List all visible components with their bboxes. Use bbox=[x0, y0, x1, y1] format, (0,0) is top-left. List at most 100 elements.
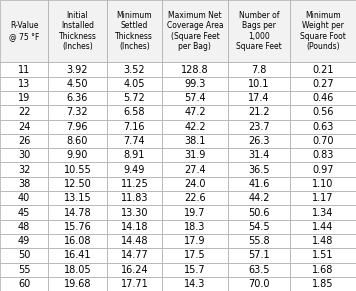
Bar bbox=[290, 177, 356, 191]
Bar bbox=[228, 91, 290, 105]
Bar bbox=[0, 105, 48, 120]
Text: 11.25: 11.25 bbox=[121, 179, 148, 189]
Bar bbox=[162, 120, 228, 134]
Text: 11: 11 bbox=[18, 65, 30, 74]
Bar bbox=[0, 220, 48, 234]
Bar bbox=[48, 105, 107, 120]
Bar bbox=[290, 91, 356, 105]
Text: 9.49: 9.49 bbox=[124, 165, 145, 175]
Bar bbox=[48, 191, 107, 205]
Bar bbox=[162, 191, 228, 205]
Text: 45: 45 bbox=[18, 207, 30, 217]
Text: 44.2: 44.2 bbox=[248, 193, 270, 203]
Bar bbox=[162, 105, 228, 120]
Text: 17.4: 17.4 bbox=[248, 93, 270, 103]
Bar bbox=[162, 277, 228, 291]
Text: 32: 32 bbox=[18, 165, 30, 175]
Text: 15.76: 15.76 bbox=[64, 222, 91, 232]
Bar bbox=[107, 177, 162, 191]
Bar bbox=[0, 277, 48, 291]
Text: 23.7: 23.7 bbox=[248, 122, 270, 132]
Text: 55: 55 bbox=[18, 265, 30, 275]
Text: 63.5: 63.5 bbox=[248, 265, 270, 275]
Bar bbox=[290, 277, 356, 291]
Bar bbox=[0, 148, 48, 162]
Bar bbox=[228, 120, 290, 134]
Text: 4.50: 4.50 bbox=[67, 79, 88, 89]
Text: 47.2: 47.2 bbox=[184, 107, 206, 118]
Text: 16.41: 16.41 bbox=[64, 250, 91, 260]
Bar bbox=[228, 234, 290, 248]
Bar bbox=[228, 248, 290, 262]
Bar bbox=[290, 162, 356, 177]
Bar bbox=[162, 63, 228, 77]
Text: 0.46: 0.46 bbox=[312, 93, 334, 103]
Text: 31.9: 31.9 bbox=[184, 150, 206, 160]
Bar bbox=[162, 77, 228, 91]
Bar bbox=[162, 0, 228, 63]
Text: 1.48: 1.48 bbox=[312, 236, 334, 246]
Text: 10.55: 10.55 bbox=[64, 165, 91, 175]
Bar bbox=[228, 63, 290, 77]
Bar bbox=[162, 91, 228, 105]
Text: 0.97: 0.97 bbox=[312, 165, 334, 175]
Bar bbox=[107, 162, 162, 177]
Bar bbox=[290, 77, 356, 91]
Text: 4.05: 4.05 bbox=[124, 79, 145, 89]
Text: 16.08: 16.08 bbox=[64, 236, 91, 246]
Text: 19.68: 19.68 bbox=[64, 279, 91, 289]
Text: 14.48: 14.48 bbox=[121, 236, 148, 246]
Text: 14.3: 14.3 bbox=[184, 279, 206, 289]
Text: 1.85: 1.85 bbox=[312, 279, 334, 289]
Text: Minimum
Settled
Thickness
(Inches): Minimum Settled Thickness (Inches) bbox=[115, 11, 153, 51]
Bar bbox=[107, 134, 162, 148]
Text: 38: 38 bbox=[18, 179, 30, 189]
Bar bbox=[162, 148, 228, 162]
Bar bbox=[0, 162, 48, 177]
Text: 0.70: 0.70 bbox=[312, 136, 334, 146]
Text: 3.52: 3.52 bbox=[124, 65, 145, 74]
Text: 60: 60 bbox=[18, 279, 30, 289]
Bar bbox=[0, 134, 48, 148]
Bar bbox=[228, 148, 290, 162]
Text: 57.1: 57.1 bbox=[248, 250, 270, 260]
Text: 6.58: 6.58 bbox=[124, 107, 145, 118]
Text: Maximum Net
Coverage Area
(Square Feet
per Bag): Maximum Net Coverage Area (Square Feet p… bbox=[167, 11, 223, 51]
Bar bbox=[107, 205, 162, 220]
Text: 31.4: 31.4 bbox=[248, 150, 270, 160]
Text: 26.3: 26.3 bbox=[248, 136, 270, 146]
Bar bbox=[290, 63, 356, 77]
Bar bbox=[107, 120, 162, 134]
Text: 8.60: 8.60 bbox=[67, 136, 88, 146]
Bar bbox=[48, 162, 107, 177]
Bar bbox=[0, 63, 48, 77]
Bar bbox=[290, 248, 356, 262]
Bar bbox=[228, 134, 290, 148]
Text: 5.72: 5.72 bbox=[124, 93, 145, 103]
Text: 38.1: 38.1 bbox=[184, 136, 206, 146]
Bar bbox=[48, 205, 107, 220]
Bar bbox=[48, 134, 107, 148]
Text: 19.7: 19.7 bbox=[184, 207, 206, 217]
Text: 21.2: 21.2 bbox=[248, 107, 270, 118]
Bar bbox=[228, 191, 290, 205]
Bar bbox=[0, 91, 48, 105]
Text: 11.83: 11.83 bbox=[121, 193, 148, 203]
Bar bbox=[107, 148, 162, 162]
Bar bbox=[0, 191, 48, 205]
Text: 24.0: 24.0 bbox=[184, 179, 206, 189]
Bar bbox=[162, 162, 228, 177]
Text: 22.6: 22.6 bbox=[184, 193, 206, 203]
Bar bbox=[48, 120, 107, 134]
Bar bbox=[290, 120, 356, 134]
Bar bbox=[107, 234, 162, 248]
Text: 0.56: 0.56 bbox=[312, 107, 334, 118]
Text: 17.71: 17.71 bbox=[121, 279, 148, 289]
Text: 10.1: 10.1 bbox=[248, 79, 270, 89]
Bar bbox=[107, 63, 162, 77]
Text: 55.8: 55.8 bbox=[248, 236, 270, 246]
Bar bbox=[48, 262, 107, 277]
Text: 15.7: 15.7 bbox=[184, 265, 206, 275]
Bar bbox=[107, 277, 162, 291]
Bar bbox=[48, 91, 107, 105]
